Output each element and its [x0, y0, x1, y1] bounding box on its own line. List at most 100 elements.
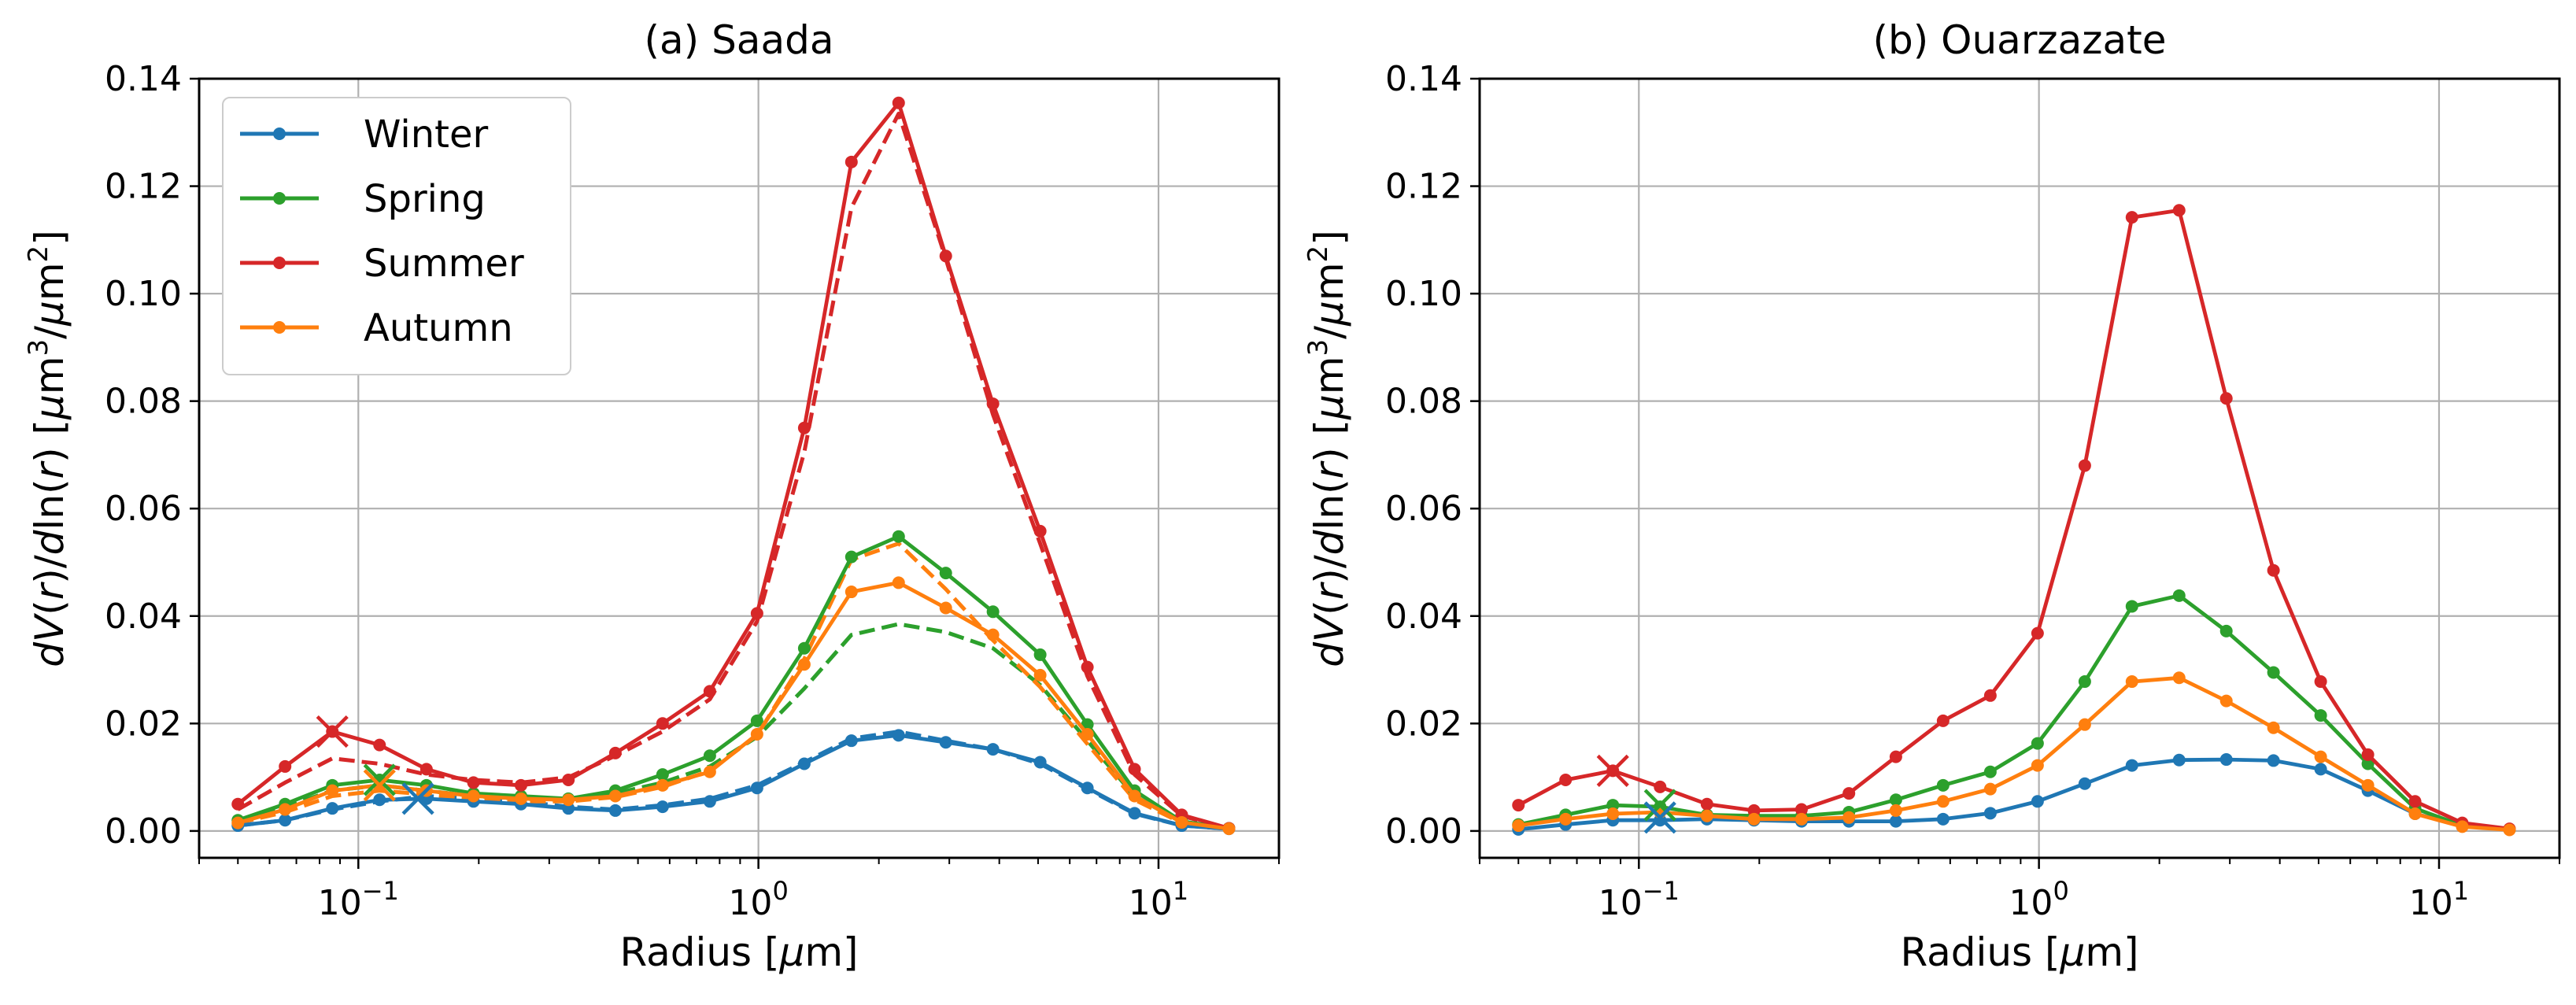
plot-frame	[198, 77, 1281, 859]
data-point-autumn	[2078, 718, 2091, 731]
series-line-autumn	[237, 581, 1229, 831]
data-point-autumn	[1747, 812, 1761, 826]
data-point-summer	[1889, 750, 1902, 763]
data-point-winter	[986, 743, 1000, 756]
y-tick-label: 0.12	[1385, 167, 1462, 207]
data-point-summer	[2078, 459, 2091, 472]
data-point-autumn	[231, 816, 245, 829]
data-point-spring	[2031, 737, 2044, 750]
legend-entry-winter: Winter	[240, 113, 489, 157]
y-axis-label: dV(r)/dln(r) [μm3/μm2]	[23, 230, 72, 667]
y-tick-label: 0.10	[105, 274, 182, 314]
legend-label-winter: Winter	[364, 113, 489, 157]
series-line-spring	[237, 534, 1229, 830]
data-point-autumn	[2031, 759, 2044, 772]
data-point-spring	[2172, 589, 2186, 602]
y-tick-label: 0.00	[1385, 811, 1462, 852]
data-point-summer	[797, 421, 811, 434]
data-point-spring	[1983, 765, 1997, 778]
legend-label-spring: Spring	[364, 177, 486, 221]
data-point-autumn	[939, 601, 952, 615]
data-point-autumn	[2125, 675, 2138, 689]
x-axis-label: Radius [μm]	[619, 929, 858, 975]
data-point-winter	[2267, 754, 2280, 767]
cross-marker-autumn	[363, 769, 396, 802]
data-point-autumn	[608, 789, 622, 803]
data-point-summer	[750, 607, 763, 620]
data-point-summer	[1033, 524, 1047, 538]
data-point-autumn	[986, 628, 1000, 641]
data-point-winter	[703, 795, 716, 808]
data-point-winter	[2125, 759, 2138, 772]
plot-frame	[1478, 77, 2561, 859]
chart-title: (b) Ouarzazate	[1872, 17, 2166, 63]
y-tick-label: 0.04	[105, 597, 182, 637]
data-point-summer	[2361, 748, 2375, 761]
data-point-autumn	[1936, 795, 1950, 808]
data-point-summer	[1983, 689, 1997, 702]
y-axis-label: dV(r)/dln(r) [μm3/μm2]	[1303, 230, 1352, 667]
data-point-summer	[1559, 774, 1573, 786]
series-line-summer-dashed	[237, 111, 1230, 830]
legend: Winter Spring Summer Autumn	[222, 97, 571, 375]
data-point-summer	[373, 738, 386, 752]
data-point-winter	[1936, 812, 1950, 826]
data-point-winter	[326, 802, 339, 815]
data-point-spring	[2267, 666, 2280, 679]
data-point-spring	[939, 567, 952, 580]
data-point-summer	[2314, 675, 2327, 689]
cross-marker-summer	[1596, 754, 1629, 787]
data-point-autumn	[797, 658, 811, 671]
data-point-autumn	[1512, 819, 1525, 833]
data-point-summer	[1842, 787, 1856, 800]
data-point-autumn	[1559, 812, 1573, 826]
data-point-winter	[2031, 795, 2044, 808]
data-point-autumn	[2361, 778, 2375, 792]
y-tick-label: 0.06	[1385, 489, 1462, 529]
data-point-autumn	[562, 793, 575, 807]
data-point-autumn	[1700, 809, 1713, 822]
series-line-spring	[1517, 593, 2510, 832]
data-point-autumn	[2456, 820, 2469, 833]
data-point-autumn	[656, 778, 669, 792]
data-point-winter	[892, 729, 905, 742]
legend-entry-spring: Spring	[240, 177, 486, 221]
data-point-autumn	[1889, 804, 1902, 817]
data-point-autumn	[2219, 694, 2233, 708]
data-point-summer	[231, 797, 245, 811]
data-point-summer	[656, 717, 669, 730]
data-point-autumn	[2172, 671, 2186, 685]
data-point-winter	[2172, 753, 2186, 767]
data-point-autumn	[1842, 811, 1856, 824]
data-point-winter	[1983, 807, 1997, 820]
series-line-winter	[238, 733, 1229, 831]
data-point-summer	[608, 746, 622, 759]
legend-marker-winter	[273, 127, 286, 140]
x-tick-label: 100	[728, 876, 788, 923]
data-point-winter	[1128, 807, 1141, 820]
data-point-summer	[562, 774, 575, 786]
data-point-spring	[986, 605, 1000, 619]
x-axis-label: Radius [μm]	[1900, 929, 2138, 975]
data-point-summer	[2125, 211, 2138, 224]
data-point-autumn	[1222, 822, 1236, 836]
data-point-autumn	[750, 727, 763, 741]
data-point-summer	[2219, 392, 2233, 405]
data-point-summer	[703, 685, 716, 698]
data-point-spring	[2078, 675, 2091, 689]
data-point-winter	[656, 800, 669, 814]
data-point-autumn	[1983, 782, 1997, 796]
data-point-summer	[2172, 204, 2186, 217]
data-point-autumn	[1128, 789, 1141, 803]
data-point-winter	[2219, 753, 2233, 767]
data-point-autumn	[279, 803, 292, 816]
data-point-winter	[844, 734, 858, 748]
data-point-spring	[2314, 709, 2327, 722]
data-point-summer	[419, 763, 433, 776]
data-point-autumn	[1175, 815, 1188, 829]
data-point-summer	[2267, 563, 2280, 577]
y-tick-label: 0.02	[105, 704, 182, 744]
data-point-summer	[514, 778, 527, 792]
data-point-autumn	[1794, 812, 1808, 826]
